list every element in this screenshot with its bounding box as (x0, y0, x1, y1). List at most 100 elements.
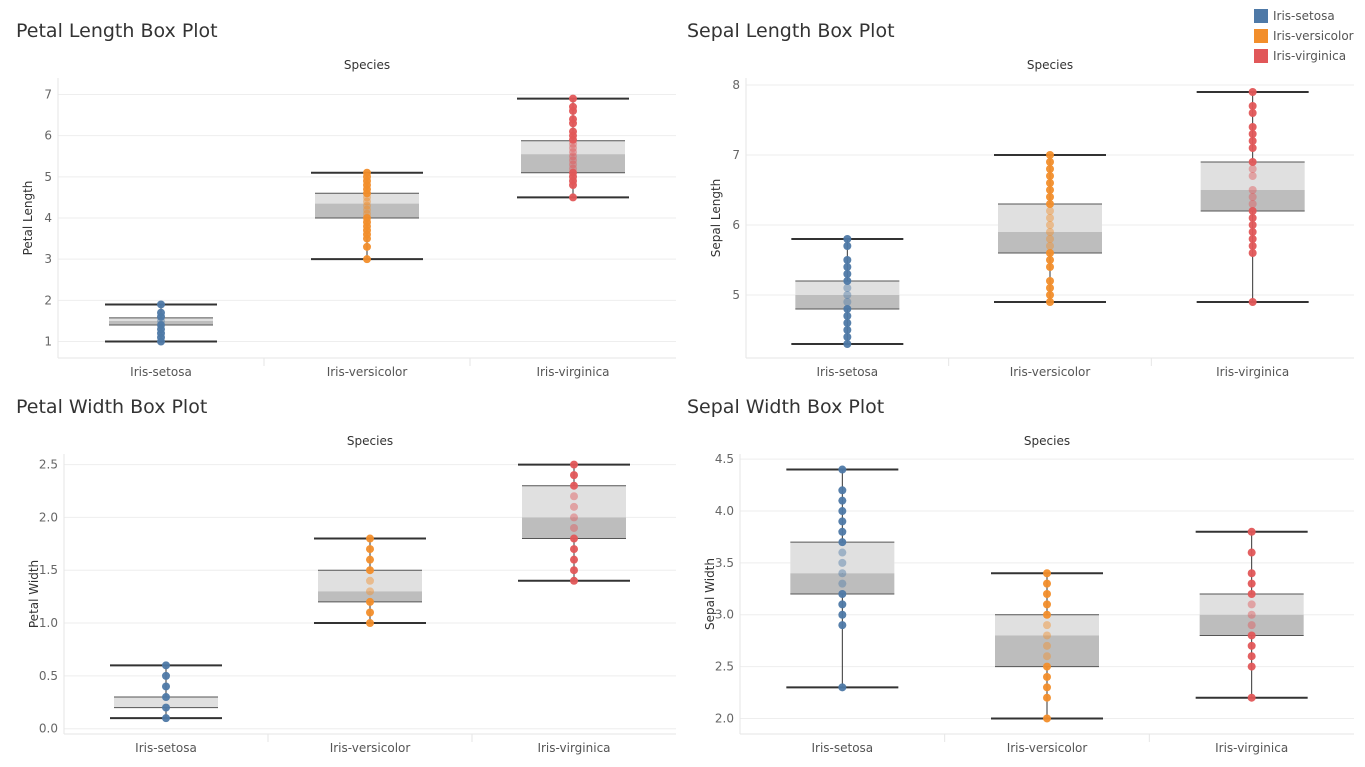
box-lower[interactable] (522, 517, 626, 539)
data-point[interactable] (570, 460, 578, 469)
data-point[interactable] (1247, 569, 1256, 578)
data-point[interactable] (843, 298, 852, 306)
legend-item-versicolor[interactable]: Iris-versicolor (1254, 26, 1354, 46)
data-point[interactable] (838, 558, 847, 567)
data-point[interactable] (1046, 249, 1054, 257)
data-point[interactable] (1046, 151, 1054, 159)
data-point[interactable] (1248, 102, 1257, 110)
data-point[interactable] (569, 148, 577, 157)
data-point[interactable] (1043, 683, 1051, 692)
data-point[interactable] (363, 197, 371, 206)
data-point[interactable] (157, 308, 165, 317)
data-point[interactable] (1046, 284, 1054, 292)
data-point[interactable] (569, 127, 577, 136)
data-point[interactable] (843, 277, 852, 285)
data-point[interactable] (162, 703, 170, 712)
data-point[interactable] (570, 481, 578, 490)
data-point[interactable] (162, 714, 170, 723)
data-point[interactable] (843, 256, 852, 264)
data-point[interactable] (1247, 527, 1256, 536)
data-point[interactable] (366, 597, 374, 606)
data-point[interactable] (1043, 662, 1051, 671)
data-point[interactable] (1046, 235, 1054, 243)
data-point[interactable] (569, 94, 577, 103)
data-point[interactable] (1248, 165, 1257, 173)
data-point[interactable] (1248, 235, 1257, 243)
data-point[interactable] (569, 115, 577, 124)
box-lower[interactable] (790, 573, 895, 594)
data-point[interactable] (843, 333, 852, 341)
data-point[interactable] (1247, 600, 1256, 609)
data-point[interactable] (1046, 214, 1054, 222)
data-point[interactable] (843, 242, 852, 250)
data-point[interactable] (1046, 172, 1054, 180)
data-point[interactable] (1248, 137, 1257, 145)
data-point[interactable] (1046, 193, 1054, 201)
data-point[interactable] (570, 555, 578, 564)
box-lower[interactable] (995, 635, 1099, 667)
data-point[interactable] (1046, 179, 1054, 187)
data-point[interactable] (1046, 221, 1054, 229)
data-point[interactable] (1046, 207, 1054, 215)
data-point[interactable] (1248, 130, 1257, 138)
data-point[interactable] (366, 576, 374, 585)
data-point[interactable] (843, 291, 852, 299)
data-point[interactable] (1248, 298, 1257, 306)
data-point[interactable] (570, 534, 578, 543)
data-point[interactable] (1248, 200, 1257, 208)
box-upper[interactable] (1200, 162, 1305, 190)
box-lower[interactable] (1199, 614, 1304, 636)
data-point[interactable] (570, 566, 578, 575)
box-lower[interactable] (998, 232, 1102, 253)
data-point[interactable] (843, 235, 852, 243)
data-point[interactable] (1248, 242, 1257, 250)
box-upper[interactable] (995, 614, 1099, 636)
box-lower[interactable] (318, 591, 422, 602)
box-upper[interactable] (790, 542, 895, 574)
data-point[interactable] (366, 545, 374, 554)
data-point[interactable] (838, 507, 847, 516)
data-point[interactable] (1043, 600, 1051, 609)
data-point[interactable] (366, 587, 374, 596)
data-point[interactable] (838, 683, 847, 692)
data-point[interactable] (1247, 662, 1256, 671)
data-point[interactable] (157, 300, 165, 309)
data-point[interactable] (838, 590, 847, 598)
data-point[interactable] (1043, 652, 1051, 661)
box-upper[interactable] (522, 485, 626, 518)
data-point[interactable] (569, 102, 577, 111)
data-point[interactable] (838, 579, 847, 588)
data-point[interactable] (1247, 621, 1256, 630)
data-point[interactable] (1043, 569, 1051, 578)
data-point[interactable] (838, 517, 847, 526)
data-point[interactable] (569, 144, 577, 152)
data-point[interactable] (366, 566, 374, 575)
data-point[interactable] (570, 523, 578, 532)
data-point[interactable] (1247, 693, 1256, 702)
data-point[interactable] (1248, 109, 1257, 117)
data-point[interactable] (1248, 214, 1257, 222)
data-point[interactable] (570, 576, 578, 585)
box-lower[interactable] (521, 154, 625, 173)
data-point[interactable] (366, 534, 374, 543)
data-point[interactable] (1248, 88, 1257, 96)
data-point[interactable] (1043, 621, 1051, 630)
data-point[interactable] (843, 263, 852, 271)
data-point[interactable] (569, 156, 577, 165)
data-point[interactable] (1248, 158, 1257, 166)
data-point[interactable] (1046, 263, 1054, 271)
data-point[interactable] (570, 492, 578, 501)
data-point[interactable] (569, 152, 577, 161)
data-point[interactable] (1248, 207, 1257, 215)
data-point[interactable] (1248, 186, 1257, 194)
data-point[interactable] (1043, 631, 1051, 640)
data-point[interactable] (1247, 652, 1256, 661)
data-point[interactable] (843, 284, 852, 292)
data-point[interactable] (570, 545, 578, 554)
data-point[interactable] (1046, 165, 1054, 173)
data-point[interactable] (162, 693, 170, 702)
data-point[interactable] (366, 619, 374, 628)
data-point[interactable] (838, 600, 847, 609)
data-point[interactable] (1248, 228, 1257, 236)
box-lower[interactable] (1200, 190, 1305, 211)
